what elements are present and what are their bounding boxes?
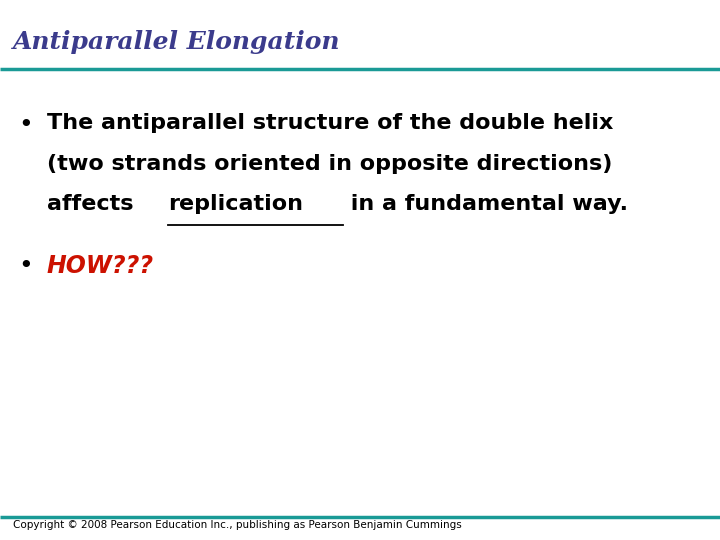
Text: (two strands oriented in opposite directions): (two strands oriented in opposite direct… [47, 154, 612, 174]
Text: affects: affects [47, 194, 141, 214]
Text: in a fundamental way.: in a fundamental way. [343, 194, 628, 214]
Text: replication: replication [168, 194, 303, 214]
Text: Antiparallel Elongation: Antiparallel Elongation [13, 30, 341, 53]
Text: HOW???: HOW??? [47, 254, 154, 278]
Text: Copyright © 2008 Pearson Education Inc., publishing as Pearson Benjamin Cummings: Copyright © 2008 Pearson Education Inc.,… [13, 520, 462, 530]
Text: •: • [18, 113, 32, 137]
Text: •: • [18, 254, 32, 278]
Text: The antiparallel structure of the double helix: The antiparallel structure of the double… [47, 113, 613, 133]
